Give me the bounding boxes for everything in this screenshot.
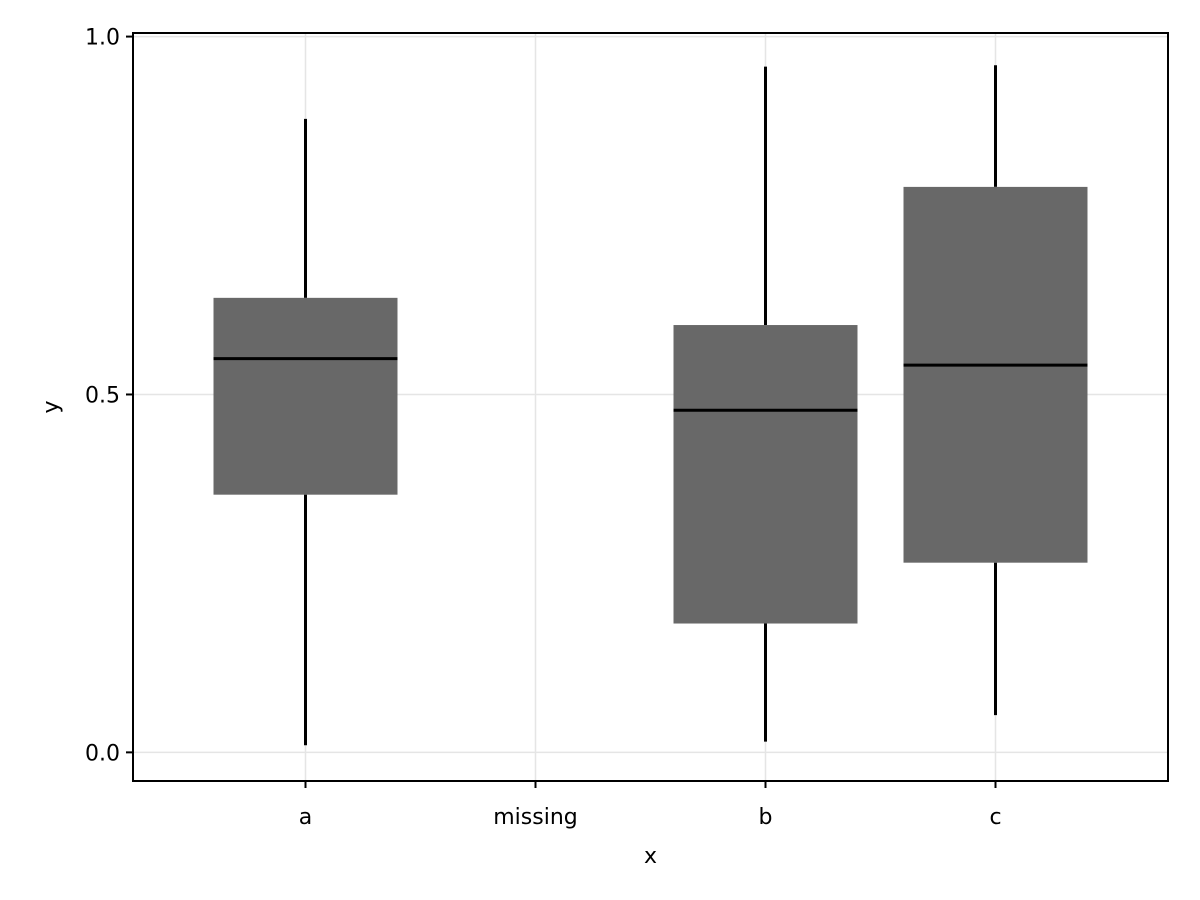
axis-ticks: a missing b c 0.0 0.5 1.0 bbox=[85, 26, 1002, 830]
y-axis-label: y bbox=[39, 400, 64, 413]
x-axis-label: x bbox=[644, 844, 657, 869]
box-body bbox=[673, 325, 858, 624]
y-tick-label: 0.5 bbox=[85, 383, 120, 408]
x-tick-label: a bbox=[299, 805, 312, 830]
y-tick-label: 0.0 bbox=[85, 741, 120, 766]
box-a bbox=[213, 118, 398, 746]
y-tick-label: 1.0 bbox=[85, 26, 120, 51]
x-tick-label: missing bbox=[493, 805, 578, 830]
box-series bbox=[213, 65, 1088, 746]
box-body bbox=[213, 297, 398, 495]
box-body bbox=[903, 186, 1088, 563]
plot-frame bbox=[132, 32, 1169, 782]
box-b bbox=[673, 66, 858, 742]
x-tick-label: c bbox=[989, 805, 1001, 830]
box-c bbox=[903, 65, 1088, 716]
x-tick-label: b bbox=[759, 805, 773, 830]
